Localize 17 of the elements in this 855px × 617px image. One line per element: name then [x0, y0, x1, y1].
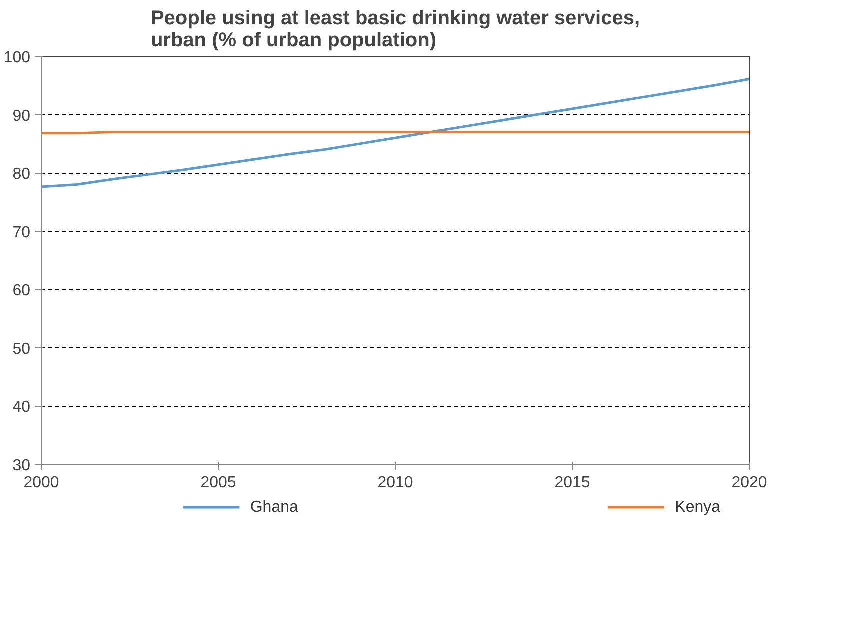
y-tick-label: 50: [12, 340, 31, 358]
y-tick-label: 70: [12, 224, 31, 242]
x-tick-label: 2005: [200, 474, 236, 492]
x-tick-label: 2020: [732, 474, 768, 492]
x-tick-label: 2015: [554, 474, 590, 492]
legend-label: Kenya: [675, 499, 721, 516]
y-tick-label: 30: [12, 458, 31, 474]
y-tick-label: 80: [12, 166, 31, 184]
y-tick-label: 40: [12, 399, 31, 416]
chart-title: People using at least basic drinking water services, urban (% of urban population): [150, 8, 640, 52]
x-tick-label: 2010: [378, 474, 414, 492]
x-tick-label: 2000: [24, 474, 60, 492]
y-tick-label: 60: [12, 282, 31, 300]
y-tick-label: 100: [4, 50, 31, 66]
line-series: [42, 78, 750, 188]
legend-label: Ghana: [250, 499, 298, 516]
y-tick-label: 90: [12, 108, 31, 125]
